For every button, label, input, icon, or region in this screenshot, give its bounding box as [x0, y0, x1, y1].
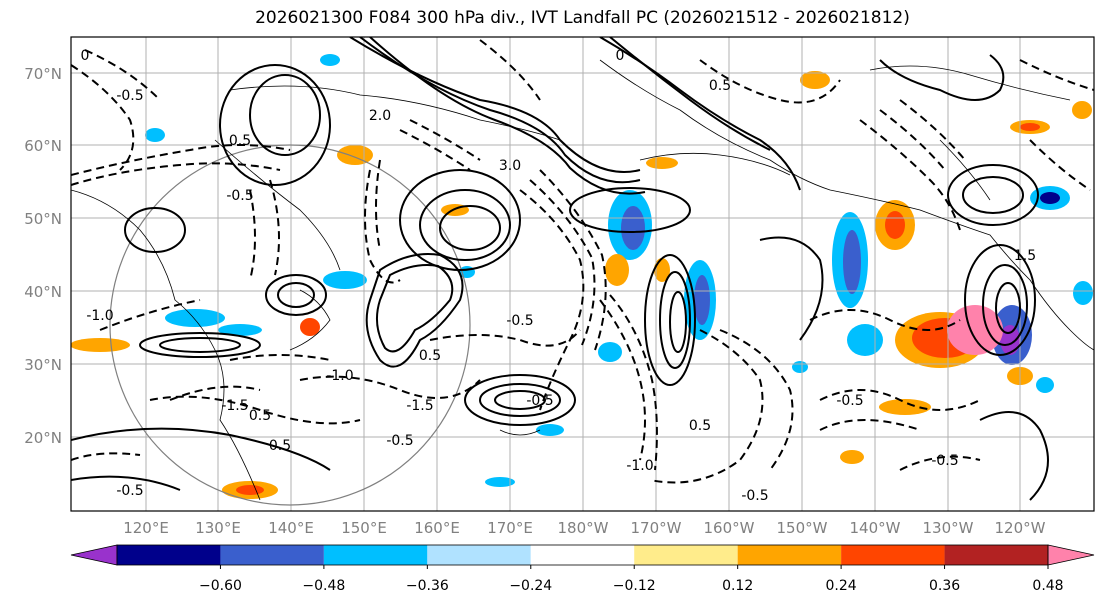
longitude-label: 160°E — [414, 519, 460, 537]
ivt-shading — [71, 54, 1093, 499]
colorbar-tick-label: −0.60 — [199, 578, 242, 594]
dashed-contours — [71, 39, 1094, 484]
contour-label: 1.5 — [1014, 248, 1036, 264]
longitude-label: 170°E — [487, 519, 533, 537]
contour-label: -0.5 — [836, 393, 863, 409]
contour-label: 0 — [81, 48, 90, 64]
latitude-label: 30°N — [24, 356, 62, 374]
contour-label: 0.5 — [269, 438, 291, 454]
contour-label: -0.5 — [931, 453, 958, 469]
contour-label: -0.5 — [386, 433, 413, 449]
colorbar-extend-low — [70, 544, 118, 566]
contour-label: -1.0 — [626, 458, 653, 474]
latitude-label: 70°N — [24, 65, 62, 83]
map-title: 2026021300 F084 300 hPa div., IVT Landfa… — [255, 8, 910, 28]
colorbar — [70, 544, 1095, 566]
colorbar-segment — [117, 545, 221, 565]
contour-label: -1.0 — [326, 368, 353, 384]
contour-label: 0.5 — [689, 418, 711, 434]
longitude-label: 150°E — [341, 519, 387, 537]
contour-label: -0.5 — [226, 188, 253, 204]
colorbar-extend-high — [1047, 544, 1095, 566]
map-frame — [70, 36, 1095, 512]
longitude-label: 160°W — [704, 519, 755, 537]
contour-label: 3.0 — [499, 158, 521, 174]
latitude-label: 50°N — [24, 210, 62, 228]
colorbar-segment — [427, 545, 531, 565]
latitude-label: 20°N — [24, 429, 62, 447]
longitude-labels: 120°E 130°E 140°E 150°E 160°E 170°E 180°W 170°W… — [123, 519, 1045, 537]
colorbar-segment — [323, 545, 428, 565]
colorbar-segment — [944, 545, 1048, 565]
coastlines — [71, 59, 1094, 501]
latitude-label: 60°N — [24, 137, 62, 155]
contour-label: -0.5 — [506, 313, 533, 329]
colorbar-segment — [737, 545, 842, 565]
longitude-label: 140°W — [850, 519, 901, 537]
contour-label: -0.5 — [116, 483, 143, 499]
colorbar-tick-label: −0.24 — [509, 578, 552, 594]
colorbar-ticks: −0.60 −0.48 −0.36 −0.24 −0.12 0.12 0.24 0.36 0.4… — [199, 565, 1064, 594]
colorbar-tick-label: 0.12 — [722, 578, 753, 594]
contour-label: -1.5 — [406, 398, 433, 414]
longitude-label: 130°E — [195, 519, 241, 537]
contour-label: 2.0 — [369, 108, 391, 124]
colorbar-tick-label: 0.24 — [826, 578, 857, 594]
contour-label: 0.5 — [249, 408, 271, 424]
colorbar-segment — [634, 545, 738, 565]
contour-label: -1.0 — [86, 308, 113, 324]
colorbar-tick-label: 0.48 — [1032, 578, 1063, 594]
longitude-label: 150°W — [777, 519, 828, 537]
contour-label: -0.5 — [116, 88, 143, 104]
colorbar-segment — [530, 545, 635, 565]
longitude-label: 170°W — [631, 519, 682, 537]
contour-label: 0 — [616, 48, 625, 64]
contour-label: -1.5 — [221, 398, 248, 414]
contour-label: 0.5 — [419, 348, 441, 364]
contour-label: 0.5 — [709, 78, 731, 94]
contour-label: -0.5 — [526, 393, 553, 409]
colorbar-tick-label: −0.12 — [613, 578, 656, 594]
longitude-label: 130°W — [923, 519, 974, 537]
colorbar-outline — [116, 544, 1049, 566]
colorbar-tick-label: 0.36 — [929, 578, 960, 594]
colorbar-tick-label: −0.48 — [302, 578, 345, 594]
colorbar-tick-label: −0.36 — [406, 578, 449, 594]
contour-label: 0.5 — [229, 133, 251, 149]
longitude-label: 180°W — [558, 519, 609, 537]
latitude-labels: 70°N 60°N 50°N 40°N 30°N 20°N — [24, 65, 62, 447]
colorbar-segment — [220, 545, 324, 565]
longitude-label: 120°W — [995, 519, 1046, 537]
contour-label: -0.5 — [741, 488, 768, 504]
colorbar-segment — [841, 545, 945, 565]
domain-circle — [109, 144, 471, 506]
longitude-label: 140°E — [268, 519, 314, 537]
longitude-label: 120°E — [123, 519, 169, 537]
latitude-label: 40°N — [24, 283, 62, 301]
contour-labels: 0-0.50.5-1.0-1.52.03.0-0.50.5-1.5-1.00.5… — [81, 48, 1037, 504]
